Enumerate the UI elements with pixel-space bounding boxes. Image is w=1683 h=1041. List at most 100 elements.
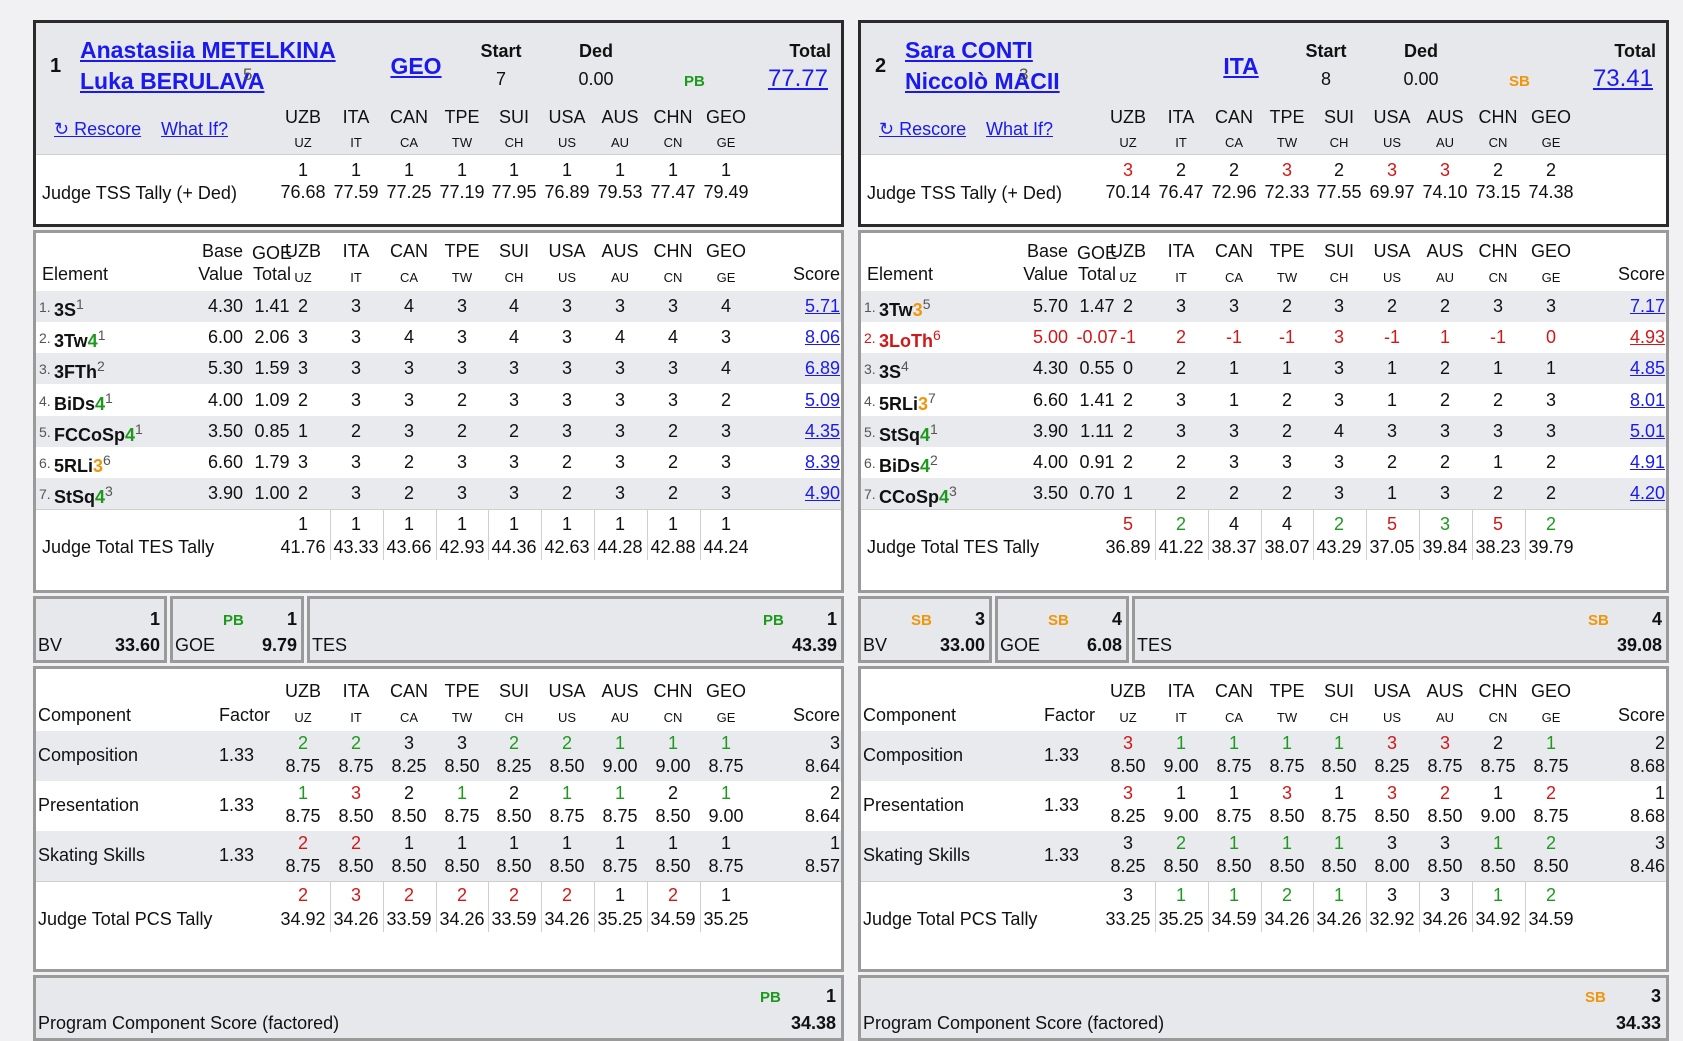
element-score-link[interactable]: 7.17 bbox=[1629, 296, 1665, 316]
element-score-link[interactable]: 4.91 bbox=[1629, 452, 1665, 472]
component-factor: 1.33 bbox=[1044, 795, 1080, 815]
judge-goe: 2 bbox=[1439, 358, 1450, 379]
element-row: 3. 3FTh2 5.30 1.59 3 3 3 3 3 3 3 3 4 6.89 bbox=[36, 358, 841, 382]
element-order: 6 bbox=[103, 452, 111, 468]
judge-code: GEO bbox=[705, 681, 746, 701]
tes-rank: 1 bbox=[667, 514, 678, 534]
element-score-link[interactable]: 4.93 bbox=[1629, 327, 1665, 348]
what-if-link[interactable]: What If? bbox=[986, 119, 1054, 139]
element-score-link[interactable]: 8.39 bbox=[804, 452, 840, 472]
element-score-link[interactable]: 5.09 bbox=[804, 389, 840, 410]
judge-goe: 3 bbox=[1545, 420, 1556, 441]
judge-country: TW bbox=[1276, 710, 1298, 725]
judge-goe: 2 bbox=[1175, 327, 1186, 348]
tes-value: 44.28 bbox=[597, 537, 643, 557]
judge-goe: 3 bbox=[297, 327, 308, 348]
rescore-link[interactable]: ↻ Rescore bbox=[879, 119, 967, 139]
element-score-link[interactable]: 5.01 bbox=[1629, 420, 1665, 441]
element-number: 2. bbox=[864, 330, 876, 347]
skater-name-2[interactable]: Luka BERULAVA bbox=[80, 68, 265, 94]
tally-separator bbox=[594, 510, 595, 560]
total-score[interactable]: 73.41 bbox=[1592, 65, 1653, 92]
judge-country: TW bbox=[1276, 135, 1298, 150]
judge-country: UZ bbox=[1119, 135, 1137, 150]
skater-name-1[interactable]: Sara CONTI bbox=[905, 37, 1033, 63]
element-number: 4. bbox=[39, 392, 51, 409]
pcs-tally-label: Judge Total PCS Tally bbox=[38, 909, 213, 929]
judge-country: CH bbox=[504, 135, 524, 150]
element-order: 3 bbox=[949, 483, 957, 500]
component-score-rank: 3 bbox=[829, 733, 840, 753]
total-score[interactable]: 77.77 bbox=[767, 65, 828, 92]
judge-code: SUI bbox=[1323, 107, 1354, 127]
judge-goe: 2 bbox=[1281, 389, 1292, 410]
skater-name-1[interactable]: Anastasiia METELKINA bbox=[80, 37, 336, 63]
judge-goe: 2 bbox=[1175, 358, 1186, 379]
element-score-link[interactable]: 4.90 bbox=[804, 483, 840, 504]
component-header: Component bbox=[38, 705, 132, 725]
judge-goe: 1 bbox=[1545, 358, 1556, 379]
tss-row-bg bbox=[36, 155, 841, 224]
judge-goe: 3 bbox=[1333, 327, 1344, 348]
component-rank: 2 bbox=[350, 733, 361, 753]
component-rank: 1 bbox=[1228, 833, 1239, 853]
pcs-rank: 1 bbox=[1175, 885, 1186, 905]
ded-label: Ded bbox=[1403, 41, 1438, 61]
skater-name-2[interactable]: Niccolò MACII bbox=[905, 68, 1060, 94]
judge-goe: 2 bbox=[1281, 420, 1292, 441]
element-number: 5. bbox=[39, 423, 51, 440]
pcs-value: 32.92 bbox=[1369, 909, 1415, 929]
component-factor: 1.33 bbox=[1044, 845, 1080, 865]
element-number: 6. bbox=[864, 455, 876, 471]
judge-goe: 4 bbox=[720, 358, 731, 379]
element-score-link[interactable]: 4.35 bbox=[804, 420, 840, 441]
element-code: 5RLi36 bbox=[54, 452, 111, 477]
goe-box-label: GOE bbox=[1000, 635, 1041, 655]
component-mark: 8.75 bbox=[285, 856, 321, 876]
element-base: StSq bbox=[54, 487, 96, 508]
pcs-value: 34.59 bbox=[1528, 909, 1574, 929]
component-name: Composition bbox=[863, 745, 964, 765]
nation-link[interactable]: GEO bbox=[390, 53, 442, 79]
element-level: 3 bbox=[93, 456, 104, 476]
nation-link[interactable]: ITA bbox=[1223, 53, 1259, 79]
component-rank: 2 bbox=[1439, 783, 1450, 803]
element-score-link[interactable]: 6.89 bbox=[804, 358, 840, 379]
pcs-tally-label: Judge Total PCS Tally bbox=[863, 909, 1038, 929]
judge-country: AU bbox=[610, 270, 630, 285]
judge-code: UZB bbox=[285, 681, 321, 701]
element-score-link[interactable]: 5.71 bbox=[804, 296, 840, 316]
tes-rank: 3 bbox=[1439, 514, 1450, 534]
elements-panel: Base Value GOE Total Element UZB UZ ITA IT CAN CA T… bbox=[858, 230, 1669, 593]
pcs-rank: 3 bbox=[1386, 885, 1397, 905]
pcs-final-value: 34.33 bbox=[1615, 1013, 1661, 1033]
tss-tally-label: Judge TSS Tally (+ Ded) bbox=[867, 183, 1062, 203]
element-goe: 0.85 bbox=[254, 420, 290, 441]
what-if-link[interactable]: What If? bbox=[161, 119, 229, 139]
element-base: CCoSp bbox=[879, 487, 939, 508]
goe-box: GOE 4 SB 6.08 bbox=[995, 596, 1129, 663]
pcs-value: 34.26 bbox=[439, 909, 485, 929]
element-score-link[interactable]: 4.85 bbox=[1629, 358, 1665, 379]
rescore-link[interactable]: ↻ Rescore bbox=[54, 119, 142, 139]
judge-country: CN bbox=[1488, 135, 1508, 150]
component-mark: 8.50 bbox=[496, 856, 532, 876]
tss-value: 77.19 bbox=[439, 182, 485, 202]
element-base-value: 3.90 bbox=[207, 483, 243, 504]
element-score-link[interactable]: 4.20 bbox=[1629, 483, 1665, 504]
component-mark: 8.75 bbox=[1533, 756, 1569, 776]
element-score-link[interactable]: 8.06 bbox=[804, 327, 840, 348]
component-row-bg bbox=[36, 731, 841, 781]
judge-code: CHN bbox=[1478, 107, 1518, 127]
judge-goe: 2 bbox=[1545, 483, 1556, 504]
component-score-rank: 3 bbox=[1654, 833, 1665, 853]
element-score-link[interactable]: 8.01 bbox=[1629, 389, 1665, 410]
element-code: 3LoTh6 bbox=[879, 327, 941, 352]
judge-goe: 3 bbox=[667, 358, 678, 379]
pcs-value: 35.25 bbox=[1158, 909, 1204, 929]
component-name: Skating Skills bbox=[38, 845, 146, 865]
tally-separator bbox=[436, 882, 437, 932]
tally-separator bbox=[1208, 882, 1209, 932]
pcs-rank: 1 bbox=[1228, 885, 1239, 905]
element-base-value: 6.60 bbox=[1032, 389, 1068, 410]
